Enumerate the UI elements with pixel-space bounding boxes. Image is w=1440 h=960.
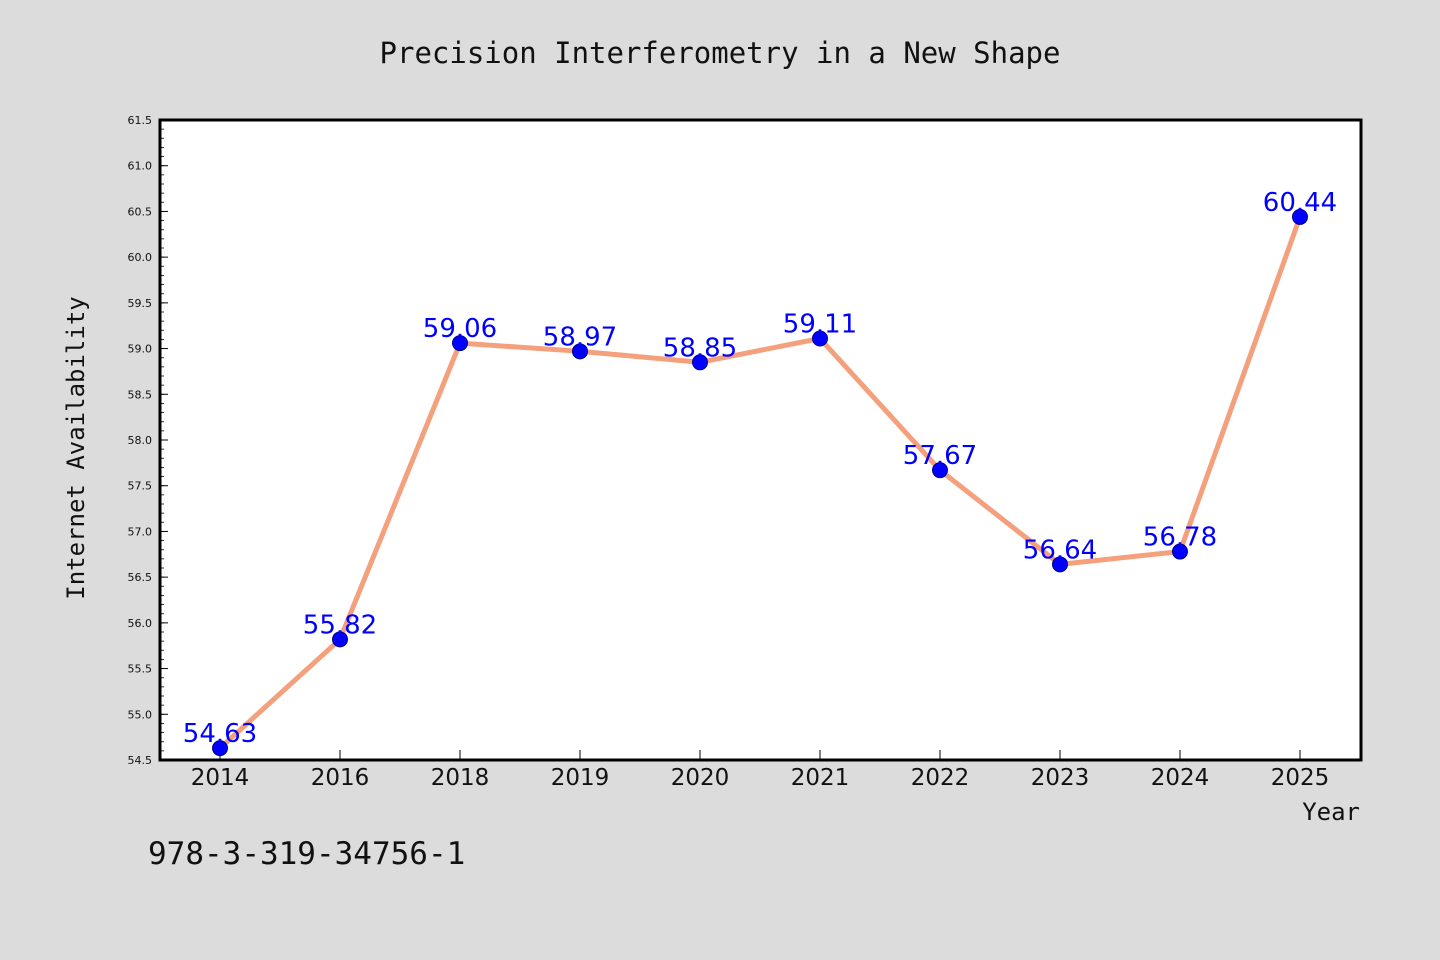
x-axis-label: Year [1302, 798, 1360, 826]
data-label-2016: 55.82 [303, 610, 377, 640]
x-tick-label: 2023 [1031, 765, 1090, 791]
y-tick-label: 57.5 [128, 480, 153, 493]
x-tick-label: 2014 [191, 765, 250, 791]
x-tick-label: 2022 [911, 765, 970, 791]
y-tick-label: 61.0 [128, 160, 153, 173]
plot-frame [158, 118, 1363, 762]
data-label-2024: 56.78 [1143, 523, 1217, 553]
y-tick-label: 57.0 [128, 525, 153, 538]
y-axis-label: Internet Availability [62, 296, 90, 599]
y-tick-label: 56.5 [128, 571, 153, 584]
data-label-2021: 59.11 [783, 310, 857, 340]
data-point-2021 [812, 330, 828, 347]
y-axis-ticks: 54.5 55.0 55.5 56.0 56.5 57.0 57.5 58.0 58.5 59.0… [128, 114, 168, 767]
data-point-2023 [1052, 556, 1068, 573]
plot-area [160, 120, 1361, 760]
data-label-2023: 56.64 [1023, 535, 1097, 565]
x-tick-label: 2024 [1151, 765, 1210, 791]
series-polyline [218, 216, 1303, 750]
y-tick-label: 59.0 [128, 343, 153, 356]
data-label-2022: 57.67 [903, 441, 977, 471]
data-point-2018 [452, 335, 468, 352]
y-tick-label: 55.5 [128, 663, 153, 676]
data-label-2014: 54.63 [183, 719, 257, 749]
data-point-2020 [692, 354, 708, 371]
x-tick-label: 2021 [791, 765, 850, 791]
x-tick-label: 2018 [431, 765, 490, 791]
x-tick-label: 2019 [551, 765, 610, 791]
data-label-2025: 60.44 [1263, 188, 1337, 218]
y-tick-label: 61.5 [128, 114, 153, 127]
y-tick-label: 58.0 [128, 434, 153, 447]
data-point-2022 [932, 462, 948, 479]
data-point-2024 [1172, 543, 1188, 560]
data-label-2019: 58.97 [543, 322, 617, 352]
series-markers [212, 208, 1308, 757]
y-tick-label: 60.0 [128, 251, 153, 264]
y-tick-label: 56.0 [128, 617, 153, 630]
x-axis-ticks: 2014 2016 2018 2019 2020 2021 2022 2023 2024 2025 [191, 750, 1330, 791]
data-point-2025 [1292, 208, 1308, 225]
y-tick-label: 55.0 [128, 708, 153, 721]
data-label-2018: 59.06 [423, 314, 497, 344]
y-tick-label: 59.5 [128, 297, 153, 310]
data-point-2016 [332, 631, 348, 648]
data-point-2019 [572, 343, 588, 360]
chart-title: Precision Interferometry in a New Shape [380, 36, 1061, 70]
x-tick-label: 2025 [1271, 765, 1330, 791]
y-tick-label: 54.5 [128, 754, 153, 767]
data-labels: 54.63 55.82 59.06 58.97 58.85 59.11 57.67 56.64… [183, 188, 1337, 749]
y-tick-label: 60.5 [128, 205, 153, 218]
x-tick-label: 2016 [311, 765, 370, 791]
isbn-footer: 978-3-319-34756-1 [148, 836, 465, 872]
series-line [218, 216, 1303, 750]
x-tick-label: 2020 [671, 765, 730, 791]
y-tick-label: 58.5 [128, 388, 153, 401]
data-point-2014 [212, 740, 228, 757]
data-label-2020: 58.85 [663, 333, 737, 363]
